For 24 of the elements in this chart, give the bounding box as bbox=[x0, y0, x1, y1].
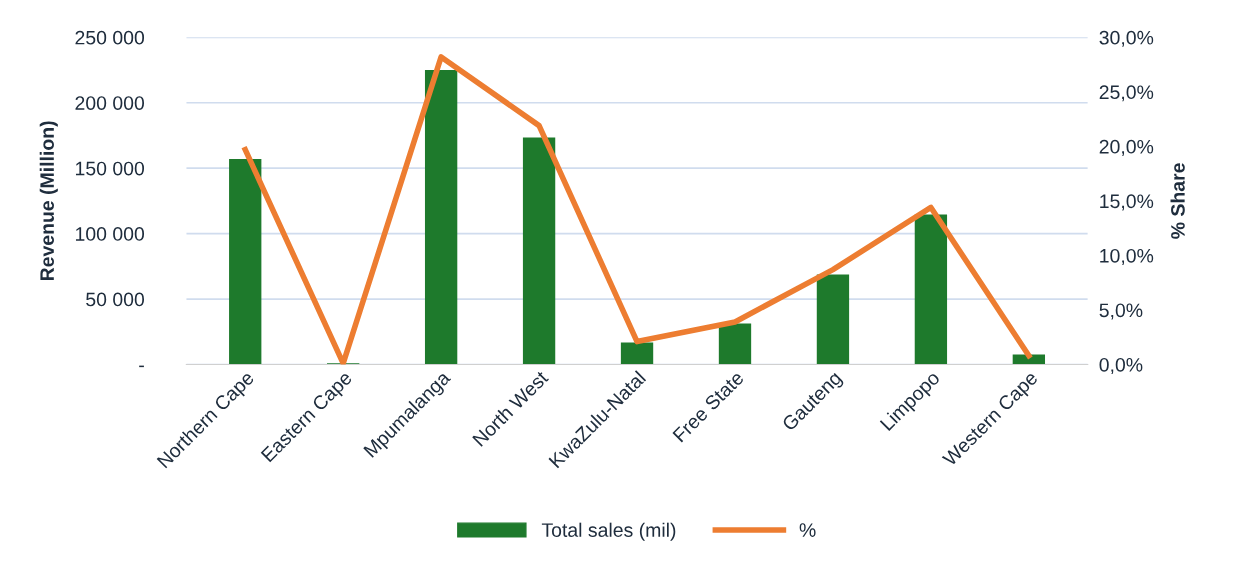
y2-tick-label: 30,0% bbox=[1099, 30, 1154, 47]
y-tick-label: 200 000 bbox=[75, 96, 145, 110]
bar bbox=[620, 342, 654, 365]
y-tick-label: 100 000 bbox=[75, 227, 145, 241]
y2-tick-label: 25,0% bbox=[1099, 85, 1154, 102]
bar bbox=[522, 137, 556, 365]
y-tick-label: - bbox=[139, 365, 144, 368]
y2-tick-label: 20,0% bbox=[1099, 139, 1154, 156]
bar bbox=[424, 70, 458, 365]
y2-tick-label: 15,0% bbox=[1100, 194, 1154, 211]
bar bbox=[229, 159, 262, 365]
legend-label: Total sales (mil) bbox=[541, 522, 676, 541]
y2-tick-label: 10,0% bbox=[1100, 248, 1154, 265]
y2-axis-title: % Share bbox=[1170, 163, 1185, 239]
bar bbox=[718, 323, 752, 365]
y2-tick-label: 5,0% bbox=[1099, 303, 1143, 320]
y-tick-label: 250 000 bbox=[75, 30, 145, 45]
legend-label: % bbox=[799, 523, 816, 537]
y-tick-label: 150 000 bbox=[75, 161, 145, 176]
bar bbox=[816, 274, 850, 365]
y-tick-label: 50 000 bbox=[86, 292, 145, 307]
bar bbox=[914, 214, 948, 365]
y-axis-title: Revenue (Million) bbox=[39, 121, 58, 281]
y2-tick-label: 0,0% bbox=[1099, 357, 1143, 375]
